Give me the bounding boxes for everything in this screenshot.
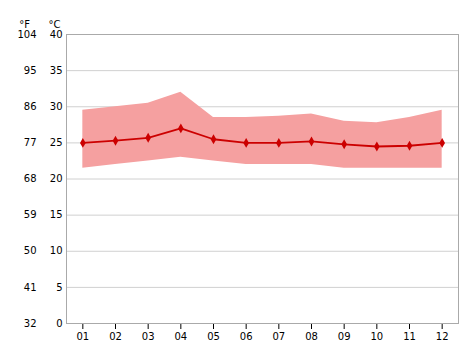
- svg-text:59: 59: [24, 209, 37, 220]
- svg-text:10: 10: [50, 245, 63, 256]
- svg-text:15: 15: [50, 209, 63, 220]
- svg-text:07: 07: [272, 331, 285, 342]
- svg-text:35: 35: [50, 65, 63, 76]
- svg-text:95: 95: [24, 65, 37, 76]
- svg-text:30: 30: [50, 101, 63, 112]
- svg-text:03: 03: [142, 331, 155, 342]
- svg-text:5: 5: [56, 282, 62, 293]
- svg-text:09: 09: [338, 331, 351, 342]
- svg-text:12: 12: [436, 331, 449, 342]
- svg-text:02: 02: [109, 331, 122, 342]
- svg-text:05: 05: [207, 331, 220, 342]
- svg-text:104: 104: [17, 29, 36, 40]
- svg-text:32: 32: [24, 318, 37, 329]
- svg-text:06: 06: [240, 331, 253, 342]
- svg-text:77: 77: [24, 137, 37, 148]
- svg-text:50: 50: [24, 245, 37, 256]
- svg-text:11: 11: [403, 331, 416, 342]
- svg-text:68: 68: [24, 173, 37, 184]
- svg-text:20: 20: [50, 173, 63, 184]
- svg-text:01: 01: [76, 331, 89, 342]
- svg-text:°C: °C: [49, 19, 61, 30]
- svg-text:0: 0: [56, 318, 62, 329]
- svg-text:°F: °F: [19, 19, 30, 30]
- svg-text:86: 86: [24, 101, 37, 112]
- svg-text:40: 40: [50, 29, 63, 40]
- svg-text:08: 08: [305, 331, 318, 342]
- svg-text:10: 10: [370, 331, 383, 342]
- svg-text:41: 41: [24, 282, 37, 293]
- svg-text:25: 25: [50, 137, 63, 148]
- svg-text:04: 04: [174, 331, 187, 342]
